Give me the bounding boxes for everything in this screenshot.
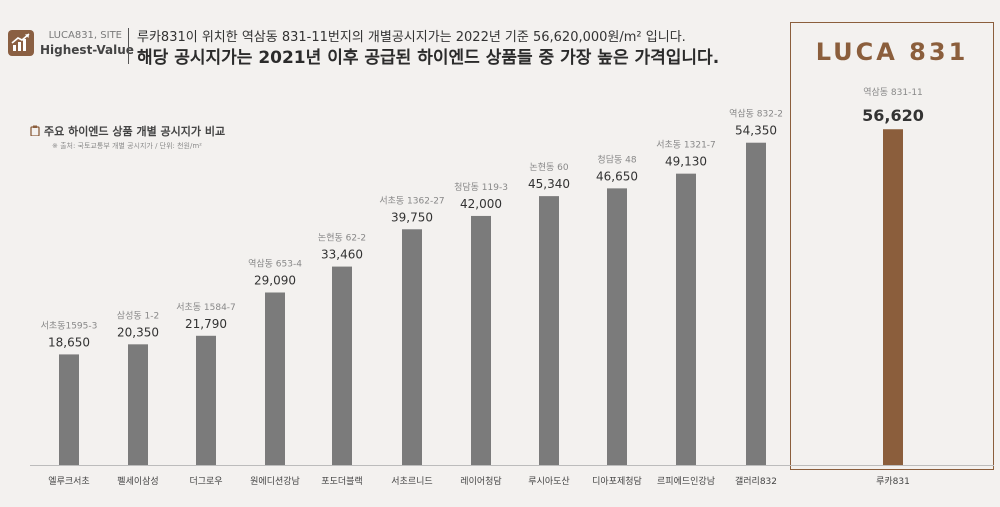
brand-logo: LUCA 831	[815, 38, 969, 66]
panel-title: 주요 하이엔드 상품 개별 공시지가 비교	[30, 123, 225, 139]
value-label-7: 45,340	[528, 177, 570, 191]
category-label-6: 레이어청담	[460, 475, 501, 487]
clipboard-icon	[30, 125, 40, 136]
bar-6	[471, 215, 491, 465]
category-label-10: 갤러리832	[735, 475, 777, 487]
location-label-0: 서초동1595-3	[41, 320, 98, 331]
location-label-4: 논현동 62-2	[318, 233, 366, 244]
value-label-1: 20,350	[117, 325, 159, 339]
bar-11	[883, 129, 903, 465]
bar-7	[539, 196, 559, 466]
header-divider	[128, 28, 129, 64]
value-label-3: 29,090	[254, 273, 296, 287]
rising-chart-icon	[8, 30, 34, 56]
site-tag: Highest-Value	[40, 43, 134, 57]
bar-2	[196, 335, 216, 465]
location-label-5: 서초동 1362-27	[379, 195, 444, 206]
location-label-11: 역삼동 831-11	[863, 87, 923, 98]
site-name: LUCA831, SITE	[48, 30, 122, 41]
panel-source-note: ※ 출처: 국토교통부 개별 공시지가 / 단위: 천원/m²	[52, 142, 202, 150]
location-label-1: 삼성동 1-2	[117, 310, 159, 321]
value-label-8: 46,650	[596, 169, 638, 183]
bar-3	[265, 292, 285, 465]
bar-5	[402, 229, 422, 465]
location-label-8: 청담동 48	[597, 153, 636, 165]
location-label-9: 서초동 1321-7	[656, 140, 716, 151]
bar-0	[59, 354, 79, 465]
bar-4	[332, 266, 352, 465]
category-label-1: 펠세이삼성	[117, 475, 158, 487]
category-label-7: 루시아도산	[528, 476, 569, 487]
value-label-5: 39,750	[391, 210, 433, 224]
highlight-box	[790, 22, 994, 470]
category-label-4: 포도더블랙	[321, 476, 362, 487]
panel-title-text: 주요 하이엔드 상품 개별 공시지가 비교	[44, 125, 226, 138]
chart-baseline	[30, 465, 994, 466]
category-label-11: 루카831	[876, 476, 910, 487]
category-label-3: 원에디션강남	[250, 476, 300, 487]
value-label-0: 18,650	[48, 335, 90, 349]
category-label-0: 엘루크서초	[48, 476, 89, 487]
bar-8	[607, 188, 627, 466]
bar-9	[676, 173, 696, 465]
bar-10	[746, 142, 766, 465]
category-label-5: 서초르니드	[391, 476, 432, 487]
location-label-7: 논현동 60	[529, 162, 568, 173]
value-label-10: 54,350	[735, 124, 777, 138]
location-label-2: 서초동 1584-7	[176, 302, 236, 313]
category-label-2: 더그로우	[189, 476, 222, 487]
location-label-3: 역삼동 653-4	[248, 258, 302, 269]
value-label-2: 21,790	[185, 317, 227, 331]
location-label-10: 역삼동 832-2	[729, 109, 783, 120]
location-label-6: 청담동 119-3	[454, 181, 508, 193]
bar-1	[128, 344, 148, 465]
headline-line1: 루카831이 위치한 역삼동 831-11번지의 개별공시지가는 2022년 기…	[137, 30, 686, 45]
category-label-8: 디아포제청담	[592, 475, 642, 487]
site-block: LUCA831, SITE Highest-Value	[40, 29, 134, 58]
value-label-9: 49,130	[665, 155, 707, 169]
headline-line2: 해당 공시지가는 2021년 이후 공급된 하이엔드 상품들 중 가장 높은 가…	[137, 48, 720, 68]
value-label-11: 56,620	[862, 106, 924, 125]
value-label-4: 33,460	[321, 248, 363, 262]
category-label-9: 르피에드인강남	[657, 476, 715, 487]
value-label-6: 42,000	[460, 197, 502, 211]
